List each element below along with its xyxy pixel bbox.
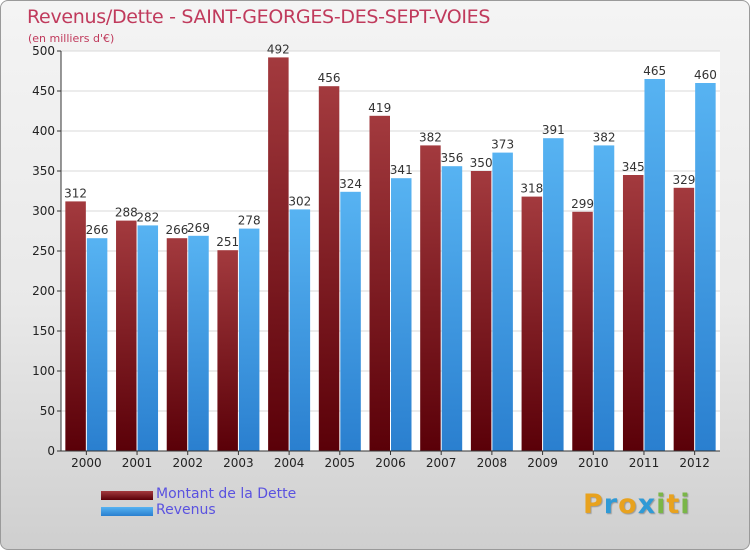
data-label-debt-2003: 251 [216,235,239,249]
bar-revenue-2000 [86,238,108,451]
bar-debt-2004 [268,57,289,452]
y-tick-label: 300 [32,204,55,218]
bar-revenue-2011 [644,79,665,451]
bar-debt-2005 [318,86,340,451]
logo-letter: i [656,489,667,520]
legend-swatch-debt [101,491,153,500]
y-tick-label: 400 [32,124,55,138]
bar-revenue-2012 [695,83,716,451]
logo-letter: t [666,489,681,520]
bar-debt-2000 [65,201,86,451]
logo-letter: P [583,489,604,520]
data-label-debt-2001: 288 [115,206,138,220]
data-label-revenue-2004: 302 [288,194,311,208]
data-label-revenue-2000: 266 [86,223,109,237]
data-label-revenue-2006: 341 [390,163,413,177]
x-tick-label: 2012 [679,456,710,470]
bar-debt-2012 [673,187,695,452]
data-label-debt-2000: 312 [64,186,87,200]
data-label-debt-2012: 329 [672,173,695,187]
x-tick-label: 2002 [172,456,203,470]
x-tick-label: 2007 [426,456,457,470]
y-tick-label: 250 [32,244,55,258]
y-tick-label: 150 [32,324,55,338]
bar-revenue-2003 [238,228,260,451]
bar-revenue-2006 [391,178,412,451]
legend-swatch-revenue [101,507,153,516]
data-label-debt-2004: 492 [267,42,290,56]
data-label-debt-2009: 318 [520,182,543,196]
data-label-revenue-2001: 282 [136,210,159,224]
x-tick-label: 2001 [122,456,153,470]
bar-debt-2007 [420,145,441,451]
x-tick-label: 2009 [527,456,558,470]
proxiti-logo: Proxiti [583,489,691,520]
bar-revenue-2008 [492,152,513,451]
logo-letter: r [603,489,619,520]
x-tick-label: 2005 [325,456,356,470]
data-label-debt-2010: 299 [571,197,594,211]
bar-debt-2003 [217,250,238,451]
data-label-debt-2007: 382 [419,130,442,144]
legend-label-revenue: Revenus [156,502,216,518]
data-label-revenue-2007: 356 [440,151,463,165]
bar-debt-2006 [369,115,390,452]
data-label-revenue-2009: 391 [542,123,565,137]
bar-debt-2008 [470,171,492,451]
chart-title: Revenus/Dette - SAINT-GEORGES-DES-SEPT-V… [27,6,491,28]
y-tick-label: 50 [40,404,55,418]
data-label-debt-2005: 456 [318,71,341,85]
bar-debt-2011 [622,175,644,451]
data-label-debt-2011: 345 [622,160,645,174]
bar-revenue-2010 [593,145,615,451]
data-label-revenue-2008: 373 [491,138,514,152]
data-label-revenue-2003: 278 [238,214,261,228]
bar-revenue-2004 [289,209,311,451]
bar-revenue-2007 [441,166,463,451]
data-label-debt-2008: 350 [470,156,493,170]
bar-debt-2010 [572,211,593,451]
bar-debt-2002 [166,238,188,451]
x-tick-label: 2003 [223,456,254,470]
data-label-debt-2006: 419 [368,101,391,115]
y-tick-label: 450 [32,84,55,98]
legend-label-debt: Montant de la Dette [156,486,297,502]
y-tick-label: 350 [32,164,55,178]
logo-letter: x [637,489,657,520]
data-label-debt-2002: 266 [166,223,189,237]
y-tick-label: 200 [32,284,55,298]
bar-debt-2009 [521,196,543,451]
x-tick-label: 2004 [274,456,305,470]
data-label-revenue-2011: 465 [643,64,666,78]
y-tick-label: 100 [32,364,55,378]
x-tick-label: 2008 [477,456,508,470]
y-tick-label: 0 [47,444,55,458]
y-tick-label: 500 [32,44,55,58]
bar-revenue-2005 [340,191,361,452]
chart-subtitle: (en milliers d'€) [28,32,115,45]
data-label-revenue-2005: 324 [339,177,362,191]
data-label-revenue-2002: 269 [187,221,210,235]
logo-letter: i [680,489,691,520]
logo-letter: o [618,489,638,520]
bar-revenue-2009 [543,138,564,451]
x-tick-label: 2010 [578,456,609,470]
x-tick-label: 2000 [71,456,102,470]
x-tick-label: 2011 [629,456,660,470]
bar-revenue-2002 [188,235,209,451]
data-label-revenue-2010: 382 [593,130,616,144]
x-tick-label: 2006 [375,456,406,470]
bar-debt-2001 [116,220,137,451]
data-label-revenue-2012: 460 [694,68,717,82]
bar-revenue-2001 [137,225,159,451]
